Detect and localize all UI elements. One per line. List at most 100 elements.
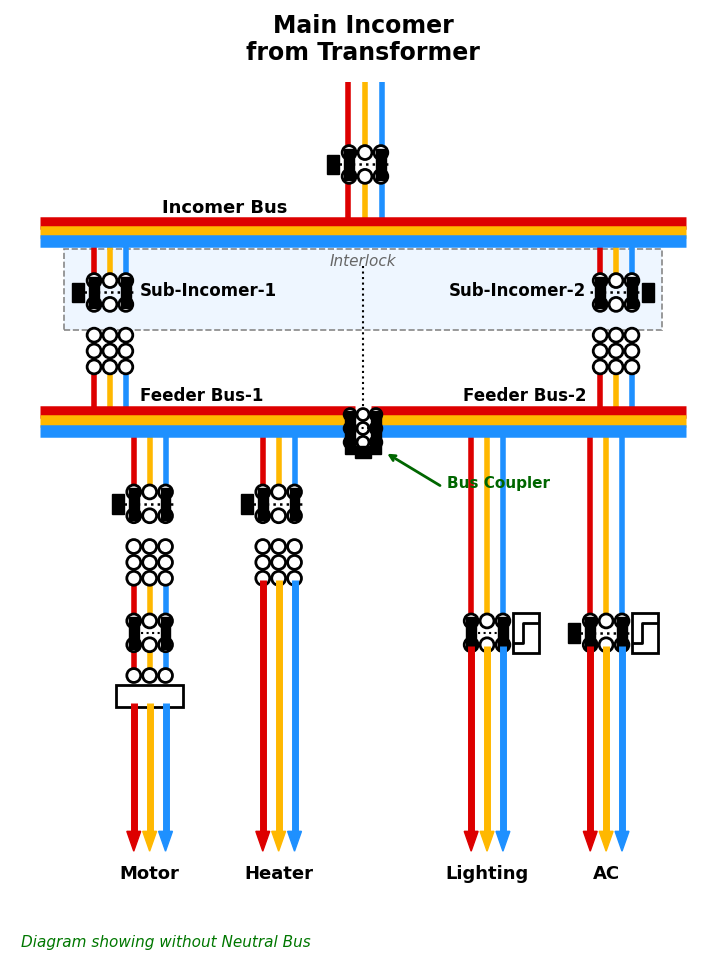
Bar [290, 488, 300, 520]
Bar [121, 277, 131, 309]
Circle shape [127, 556, 141, 570]
Bar [642, 283, 653, 303]
Polygon shape [272, 831, 285, 852]
Circle shape [609, 274, 623, 288]
Circle shape [593, 298, 607, 312]
Bar [345, 411, 355, 454]
Circle shape [496, 614, 510, 628]
Circle shape [625, 345, 639, 359]
Circle shape [143, 510, 157, 523]
Bar [371, 411, 381, 454]
Text: Interlock: Interlock [330, 254, 396, 268]
Circle shape [158, 485, 173, 499]
Circle shape [370, 409, 382, 422]
Bar [595, 277, 605, 309]
FancyBboxPatch shape [65, 250, 661, 330]
Circle shape [625, 274, 639, 288]
Circle shape [127, 485, 141, 499]
Circle shape [119, 360, 133, 374]
Circle shape [287, 572, 301, 585]
Circle shape [158, 510, 173, 523]
Circle shape [464, 614, 478, 628]
Circle shape [615, 614, 629, 628]
Circle shape [103, 274, 117, 288]
Circle shape [593, 328, 607, 343]
Circle shape [143, 572, 157, 585]
Bar [73, 283, 84, 303]
Circle shape [127, 540, 141, 554]
Bar [466, 617, 476, 649]
Polygon shape [158, 831, 173, 852]
Circle shape [593, 345, 607, 359]
Circle shape [609, 345, 623, 359]
Text: Main Incomer
from Transformer: Main Incomer from Transformer [246, 14, 480, 65]
Circle shape [158, 540, 173, 554]
Text: Lighting: Lighting [446, 864, 529, 882]
Circle shape [609, 298, 623, 312]
Polygon shape [143, 831, 157, 852]
Circle shape [158, 556, 173, 570]
Bar [160, 617, 171, 649]
Circle shape [158, 669, 173, 683]
Polygon shape [615, 831, 629, 852]
Circle shape [357, 437, 369, 449]
Bar [112, 494, 124, 515]
Circle shape [119, 298, 133, 312]
Polygon shape [496, 831, 510, 852]
Circle shape [370, 423, 382, 435]
Circle shape [256, 510, 270, 523]
Circle shape [583, 639, 597, 652]
Circle shape [593, 360, 607, 374]
Circle shape [272, 485, 285, 499]
Circle shape [143, 639, 157, 652]
Circle shape [143, 669, 157, 683]
Circle shape [119, 328, 133, 343]
Polygon shape [599, 831, 613, 852]
Polygon shape [480, 831, 494, 852]
Text: Heater: Heater [244, 864, 313, 882]
Circle shape [609, 360, 623, 374]
Circle shape [615, 639, 629, 652]
Circle shape [256, 485, 270, 499]
Circle shape [143, 540, 157, 554]
Polygon shape [287, 831, 301, 852]
Text: Bus Coupler: Bus Coupler [447, 476, 550, 490]
Circle shape [609, 328, 623, 343]
Polygon shape [583, 831, 597, 852]
Bar [241, 494, 253, 515]
Circle shape [344, 437, 356, 449]
Bar [617, 617, 627, 649]
Circle shape [87, 274, 101, 288]
Text: Incomer Bus: Incomer Bus [162, 199, 287, 217]
Circle shape [342, 146, 356, 160]
Circle shape [158, 614, 173, 628]
Bar [89, 277, 99, 309]
Bar [344, 149, 354, 181]
Circle shape [480, 614, 494, 628]
Bar [160, 488, 171, 520]
Circle shape [256, 572, 270, 585]
Circle shape [374, 146, 388, 160]
Text: Motor: Motor [120, 864, 179, 882]
Bar [498, 617, 508, 649]
Bar [355, 447, 371, 458]
Circle shape [583, 614, 597, 628]
Circle shape [358, 171, 372, 184]
Circle shape [480, 639, 494, 652]
Circle shape [256, 540, 270, 554]
Circle shape [464, 639, 478, 652]
Circle shape [625, 298, 639, 312]
Circle shape [357, 423, 369, 435]
Circle shape [370, 437, 382, 449]
Circle shape [127, 614, 141, 628]
Circle shape [127, 510, 141, 523]
Bar [129, 488, 139, 520]
Circle shape [87, 328, 101, 343]
Circle shape [256, 556, 270, 570]
Circle shape [625, 360, 639, 374]
Text: Sub-Incomer-1: Sub-Incomer-1 [139, 282, 277, 300]
Circle shape [593, 274, 607, 288]
Circle shape [127, 639, 141, 652]
Circle shape [272, 510, 285, 523]
Circle shape [87, 360, 101, 374]
